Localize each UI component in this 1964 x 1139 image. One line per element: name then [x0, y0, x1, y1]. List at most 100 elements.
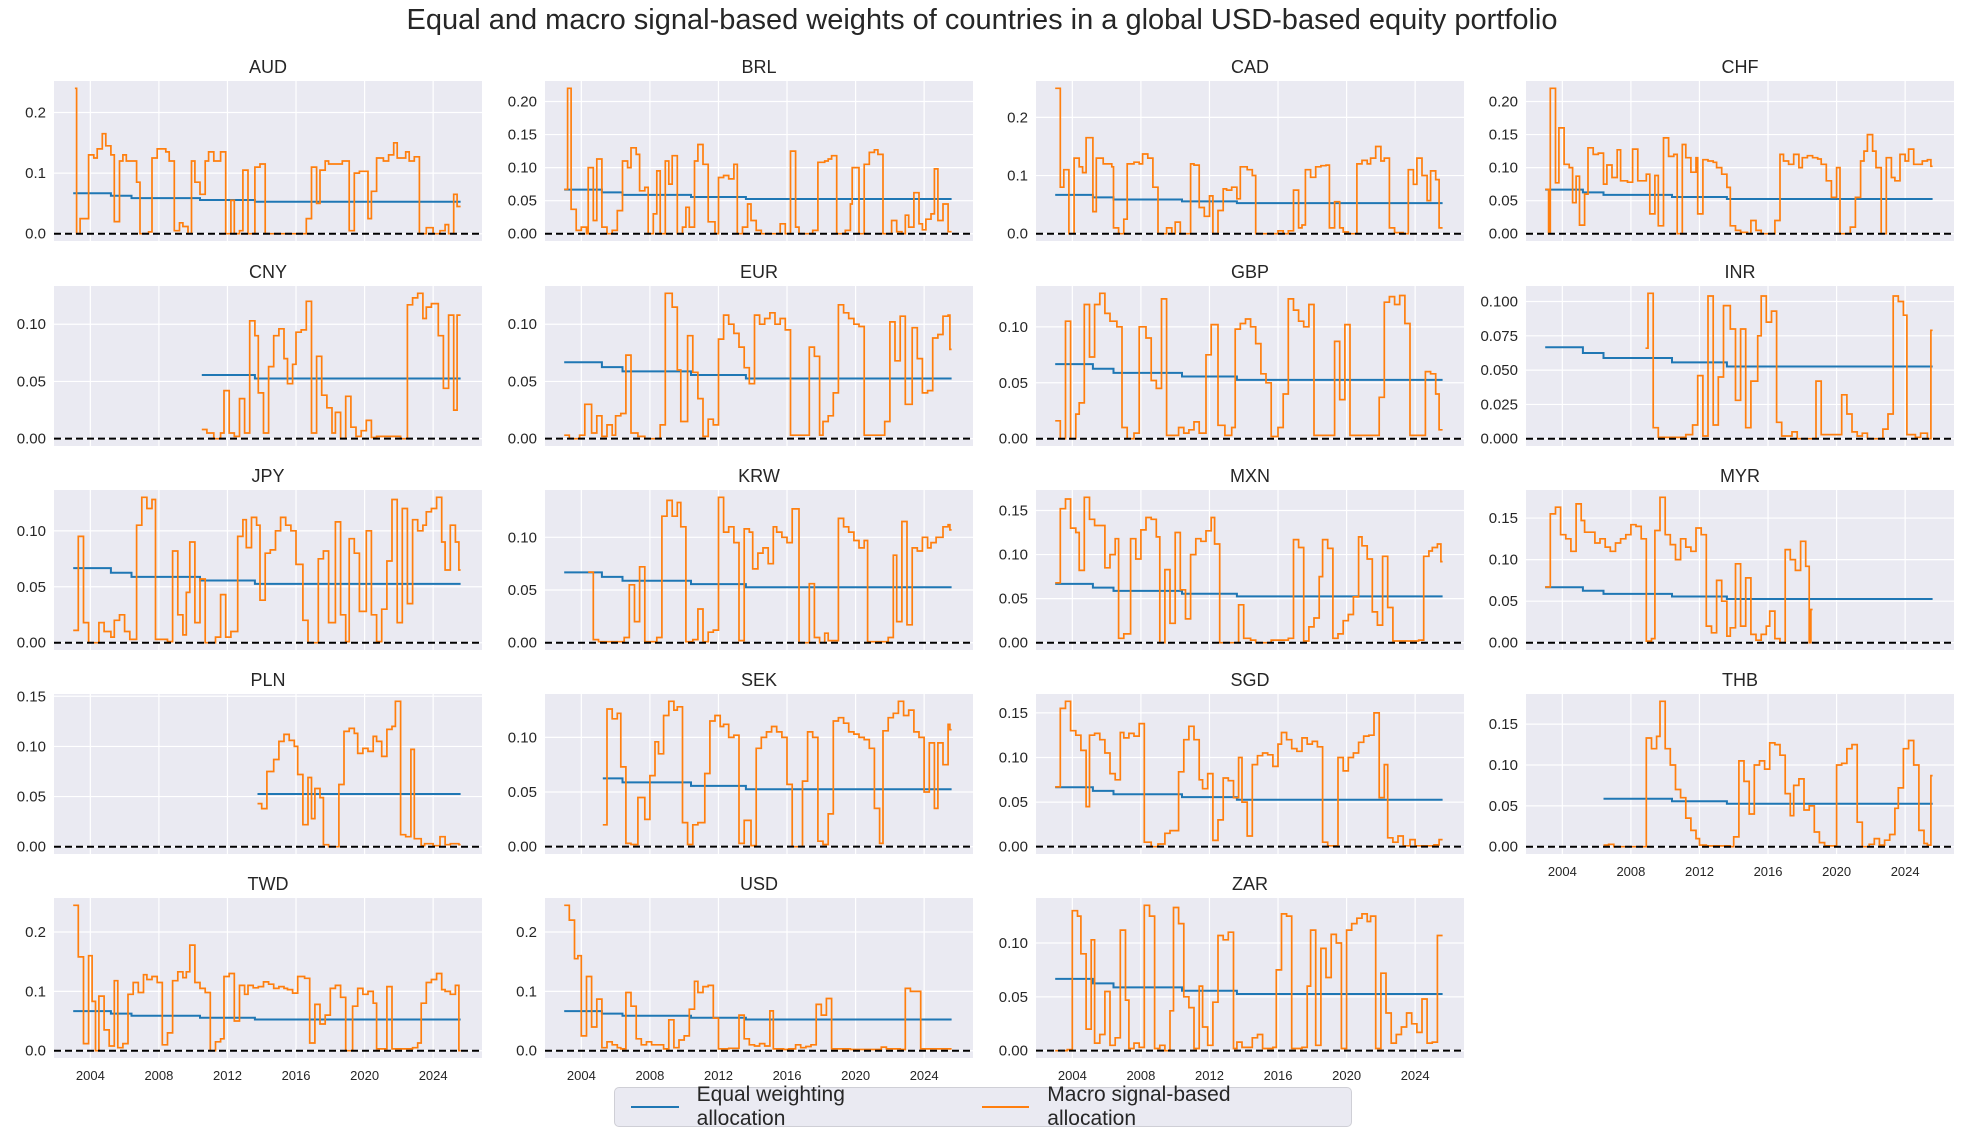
plot-area [1526, 694, 1954, 854]
y-tick-label: 0.10 [17, 738, 46, 755]
y-tick-label: 0.05 [1489, 193, 1518, 210]
panel-title: JPY [251, 466, 284, 486]
series-equal-weighting-line [1603, 797, 1933, 805]
y-tick-label: 0.00 [17, 635, 46, 652]
y-tick-label: 0.00 [1489, 226, 1518, 243]
series-macro-signal-line [1055, 904, 1443, 1052]
panel-brl: 0.00 0.05 0.10 0.15 0.20 BRL [508, 57, 973, 243]
y-tick-label: 0.025 [1480, 396, 1518, 413]
x-tick-label: 2016 [1264, 1068, 1293, 1083]
panel-title: SEK [741, 670, 777, 690]
x-tick-label: 2008 [635, 1068, 664, 1083]
panel-title: THB [1722, 670, 1758, 690]
x-tick-label: 2020 [841, 1068, 870, 1083]
panel-usd: 2004 2008 2012 2016 2020 2024 0.0 0.1 0.2 USD [516, 874, 973, 1083]
y-tick-label: 0.2 [1007, 109, 1028, 126]
y-tick-label: 0.00 [508, 839, 537, 856]
x-tick-label: 2020 [350, 1068, 379, 1083]
panel-chf: 0.00 0.05 0.10 0.15 0.20 CHF [1489, 57, 1954, 243]
series-macro-signal-line [1055, 700, 1443, 848]
series-macro-signal-line [1055, 292, 1443, 440]
panel-krw: 0.00 0.05 0.10 KRW [508, 466, 973, 652]
y-tick-label: 0.15 [999, 502, 1028, 519]
y-tick-label: 0.10 [508, 529, 537, 546]
plot-area [1036, 898, 1464, 1058]
panel-myr: 0.00 0.05 0.10 0.15 MYR [1489, 466, 1954, 652]
series-macro-signal-line [1645, 292, 1933, 440]
plot-area [1036, 286, 1464, 446]
y-tick-label: 0.20 [1489, 93, 1518, 110]
panel-pln: 0.00 0.05 0.10 0.15 PLN [17, 670, 482, 856]
series-macro-signal-line [1545, 496, 1813, 644]
plot-area [54, 898, 482, 1058]
y-tick-label: 0.00 [1489, 839, 1518, 856]
y-tick-label: 0.00 [508, 635, 537, 652]
y-tick-label: 0.15 [1489, 127, 1518, 144]
x-tick-label: 2024 [419, 1068, 448, 1083]
y-tick-label: 0.00 [999, 1043, 1028, 1060]
y-tick-label: 0.00 [508, 226, 537, 243]
y-tick-label: 0.05 [17, 579, 46, 596]
series-macro-signal-line [564, 87, 952, 235]
y-tick-label: 0.00 [999, 431, 1028, 448]
y-tick-label: 0.000 [1480, 431, 1518, 448]
x-tick-label: 2004 [567, 1068, 596, 1083]
panel-title: KRW [738, 466, 780, 486]
y-tick-label: 0.05 [999, 591, 1028, 608]
x-tick-label: 2004 [1548, 864, 1577, 879]
series-macro-signal-line [588, 496, 952, 644]
panel-title: INR [1725, 262, 1756, 282]
series-equal-weighting-line [1055, 363, 1443, 381]
series-macro-signal-line [1055, 87, 1443, 235]
y-tick-label: 0.0 [25, 226, 46, 243]
series-macro-signal-line [1545, 87, 1933, 235]
y-tick-label: 0.2 [25, 105, 46, 122]
x-tick-label: 2008 [1126, 1068, 1155, 1083]
y-tick-label: 0.10 [17, 523, 46, 540]
series-macro-signal-line [74, 87, 461, 235]
series-equal-weighting-line [1545, 346, 1933, 368]
series-equal-weighting-line [201, 374, 461, 380]
panel-jpy: 0.00 0.05 0.10 JPY [17, 466, 482, 652]
series-equal-weighting-line [1545, 586, 1933, 600]
legend-item-equal: Equal weighting allocation [631, 1083, 938, 1131]
panel-zar: 2004 2008 2012 2016 2020 2024 0.00 0.05 0.10 ZAR [999, 874, 1464, 1083]
y-tick-label: 0.05 [508, 373, 537, 390]
x-tick-label: 2012 [1195, 1068, 1224, 1083]
series-equal-weighting-line [1055, 977, 1443, 995]
y-tick-label: 0.10 [508, 316, 537, 333]
y-tick-label: 0.10 [1489, 757, 1518, 774]
panel-twd: 2004 2008 2012 2016 2020 2024 0.0 0.1 0.2 TWD [25, 874, 482, 1083]
x-tick-label: 2020 [1822, 864, 1851, 879]
series-macro-signal-line [73, 904, 461, 1052]
legend-item-macro: Macro signal-based allocation [981, 1083, 1323, 1131]
y-tick-label: 0.050 [1480, 362, 1518, 379]
panel-title: CHF [1722, 57, 1759, 77]
y-tick-label: 0.00 [508, 431, 537, 448]
panel-title: MYR [1720, 466, 1760, 486]
series-macro-signal-line [257, 700, 461, 848]
x-tick-label: 2024 [1401, 1068, 1430, 1083]
legend-label-macro: Macro signal-based allocation [1047, 1083, 1231, 1130]
x-tick-label: 2012 [704, 1068, 733, 1083]
plot-area [54, 81, 482, 241]
y-tick-label: 0.05 [508, 193, 537, 210]
series-macro-signal-line [564, 904, 952, 1051]
y-tick-label: 0.05 [17, 789, 46, 806]
panel-inr: 0.000 0.025 0.050 0.075 0.100 INR [1480, 262, 1954, 448]
panel-title: SGD [1230, 670, 1269, 690]
plot-area [1036, 81, 1464, 241]
panel-title: CAD [1231, 57, 1269, 77]
y-tick-label: 0.05 [1489, 798, 1518, 815]
y-tick-label: 0.2 [516, 924, 537, 941]
x-tick-label: 2016 [773, 1068, 802, 1083]
x-tick-label: 2008 [144, 1068, 173, 1083]
y-tick-label: 0.00 [17, 839, 46, 856]
y-tick-label: 0.10 [17, 316, 46, 333]
y-tick-label: 0.15 [17, 688, 46, 705]
x-tick-label: 2016 [282, 1068, 311, 1083]
panel-title: USD [740, 874, 778, 894]
plot-area [54, 490, 482, 650]
panel-cny: 0.00 0.05 0.10 CNY [17, 262, 482, 448]
y-tick-label: 0.10 [508, 160, 537, 177]
